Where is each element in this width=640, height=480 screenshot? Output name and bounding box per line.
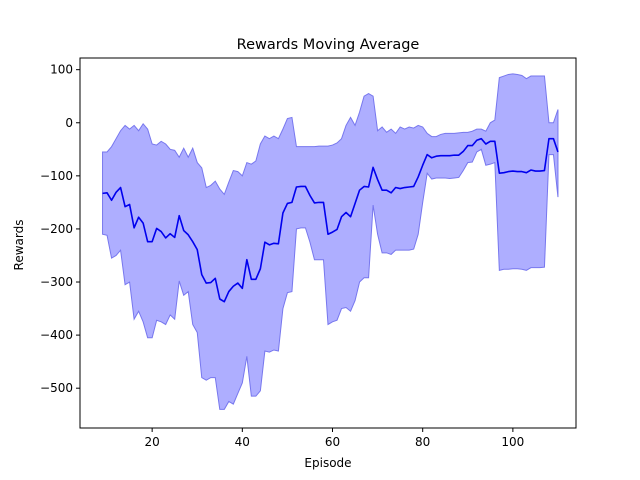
- y-tick-label: −500: [40, 381, 73, 395]
- x-tick-label: 80: [415, 435, 430, 449]
- x-tick-label: 40: [235, 435, 250, 449]
- y-tick-label: 100: [50, 63, 73, 77]
- y-tick-label: −300: [40, 275, 73, 289]
- plot-area: [102, 73, 559, 410]
- y-tick-label: 0: [65, 116, 73, 130]
- axes-frame: [79, 57, 577, 429]
- series-line-moving-average: [102, 137, 559, 303]
- x-tick-label: 60: [325, 435, 340, 449]
- x-tick-label: 100: [501, 435, 524, 449]
- axes: 20 40 60 80 100 −500 −400 −300 −200 −100 0 100: [40, 57, 577, 449]
- x-tick-label: 20: [145, 435, 160, 449]
- y-axis-title: Rewards: [12, 220, 26, 271]
- y-tick-label: −100: [40, 169, 73, 183]
- y-tick-label: −200: [40, 222, 73, 236]
- x-axis-title: Episode: [304, 456, 351, 470]
- chart-title: Rewards Moving Average: [237, 37, 420, 53]
- confidence-band: [102, 73, 559, 410]
- y-tick-label: −400: [40, 328, 73, 342]
